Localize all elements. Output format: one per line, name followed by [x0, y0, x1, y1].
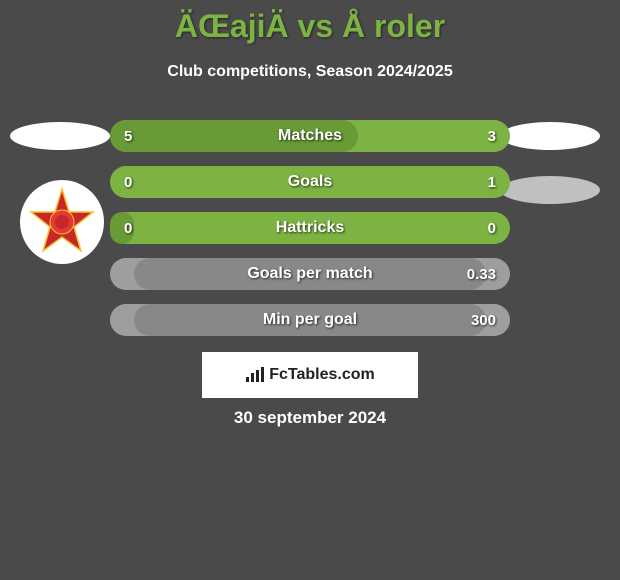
- stat-bar: Min per goal 300: [110, 304, 510, 336]
- stat-left-value: 0: [124, 220, 132, 237]
- fctables-text: FcTables.com: [269, 366, 375, 384]
- stat-bar: 0 Goals 1: [110, 166, 510, 198]
- stat-right-value: 0.33: [467, 266, 496, 283]
- fctables-brand-box[interactable]: FcTables.com: [202, 352, 418, 398]
- stat-label: Min per goal: [263, 311, 357, 329]
- stat-left-value: 5: [124, 128, 132, 145]
- stat-bar: 5 Matches 3: [110, 120, 510, 152]
- fctables-label: FcTables.com: [245, 366, 375, 384]
- stats-container: 5 Matches 3 0 Goals 1 0 Hattricks 0 Goals per mat…: [110, 120, 510, 350]
- stat-bar: Goals per match 0.33: [110, 258, 510, 290]
- date-text: 30 september 2024: [0, 408, 620, 428]
- team-left-ellipse: [10, 122, 110, 150]
- page-title: ÄŒajiÄ vs Å roler: [0, 0, 620, 45]
- stat-bar: 0 Hattricks 0: [110, 212, 510, 244]
- stat-right-value: 300: [471, 312, 496, 329]
- chart-icon: [245, 367, 265, 383]
- stat-label: Matches: [278, 127, 342, 145]
- stat-left-value: 0: [124, 174, 132, 191]
- stat-right-value: 0: [488, 220, 496, 237]
- badge-star-icon: [27, 187, 97, 257]
- stat-right-value: 1: [488, 174, 496, 191]
- team-right-ellipse-2: [500, 176, 600, 204]
- page-subtitle: Club competitions, Season 2024/2025: [0, 63, 620, 81]
- team-badge: [20, 180, 104, 264]
- stat-label: Goals per match: [247, 265, 372, 283]
- team-right-ellipse-1: [500, 122, 600, 150]
- stat-label: Hattricks: [276, 219, 344, 237]
- stat-label: Goals: [288, 173, 332, 191]
- stat-right-value: 3: [488, 128, 496, 145]
